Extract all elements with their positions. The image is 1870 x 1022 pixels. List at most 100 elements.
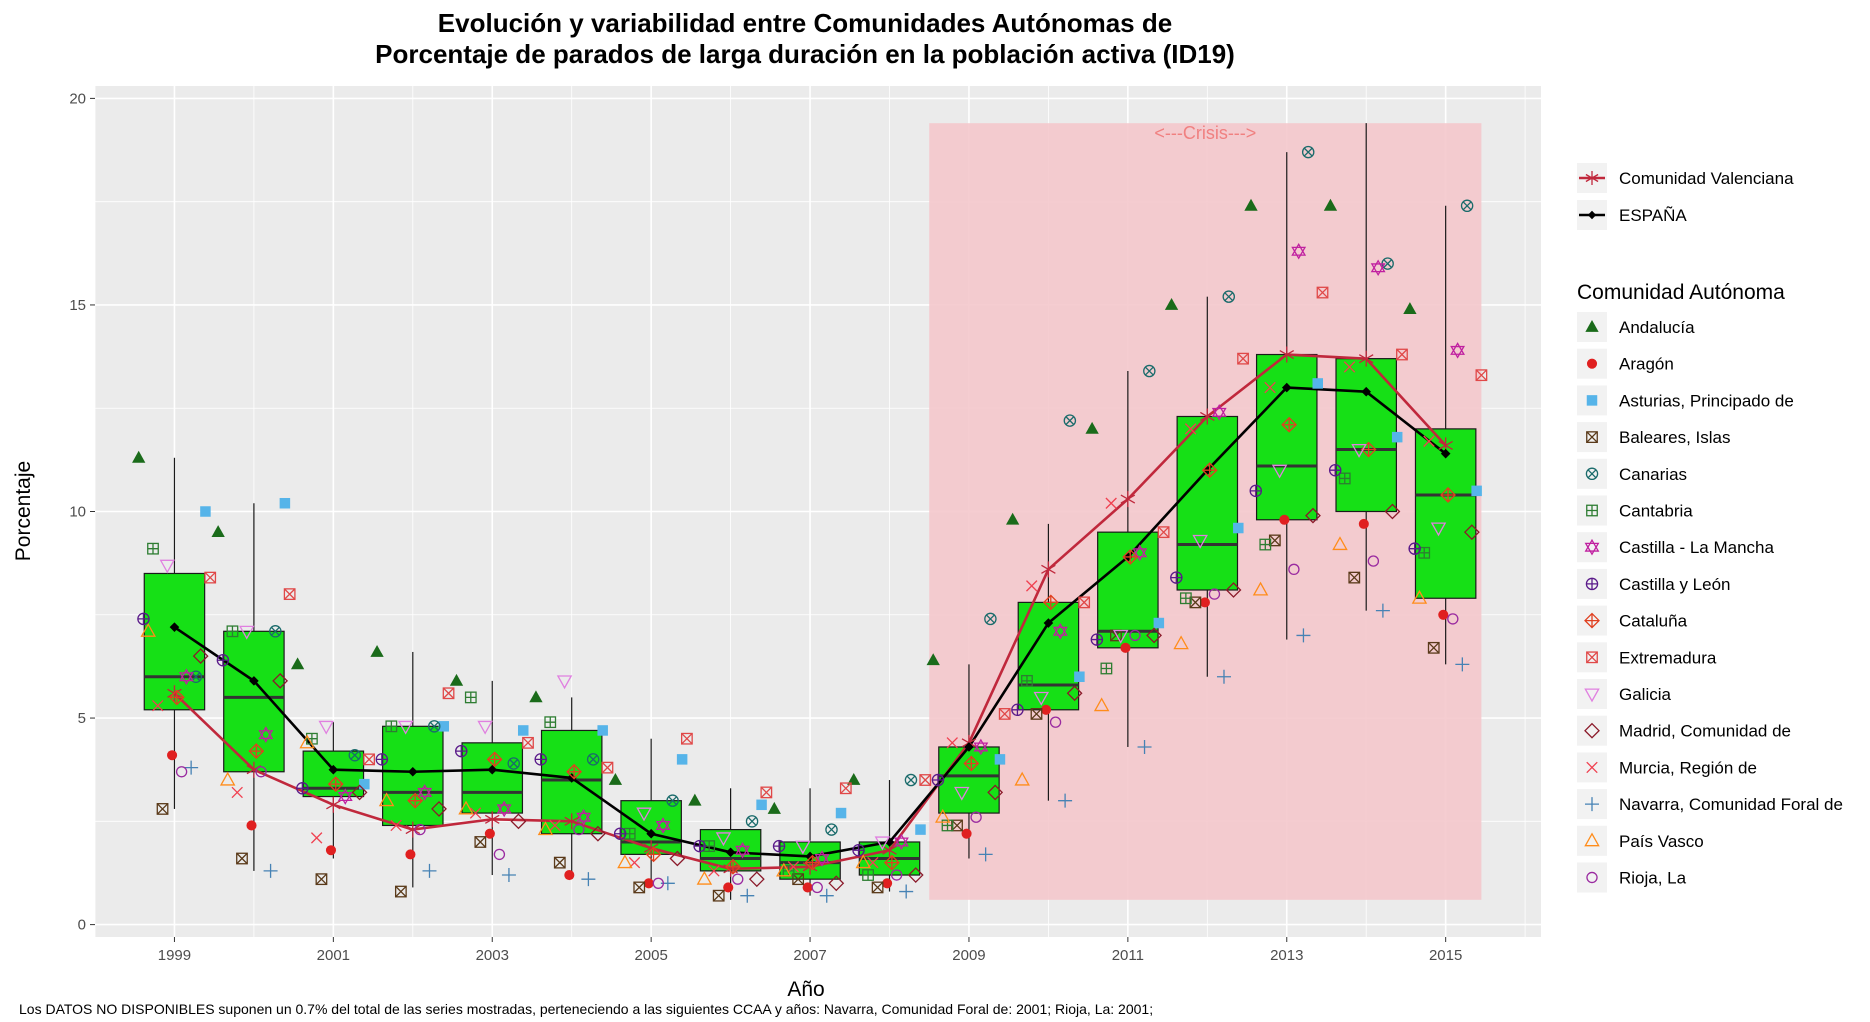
legend-marker xyxy=(1586,871,1598,884)
point-galicia xyxy=(318,720,334,735)
point-arag-n xyxy=(564,869,575,881)
point-galicia xyxy=(795,840,811,855)
point-rioja-la xyxy=(811,881,823,894)
point-madrid-comunidad-de xyxy=(1384,503,1401,520)
espana-marker xyxy=(1281,382,1292,393)
point-arag-n xyxy=(723,882,734,893)
point-murcia-regi-n-de xyxy=(1343,361,1356,373)
legend-marker xyxy=(1585,320,1599,332)
y-tick-label: 20 xyxy=(69,90,86,107)
legend-marker xyxy=(1586,431,1598,444)
point-arag-n xyxy=(802,882,813,893)
legend-label: Extremadura xyxy=(1619,648,1717,667)
point-murcia-regi-n-de xyxy=(1026,580,1038,592)
valenciana-marker xyxy=(1358,350,1374,367)
point-canarias xyxy=(1143,364,1156,378)
point-galicia xyxy=(159,559,176,574)
point-andaluc-a xyxy=(1323,198,1338,211)
espana-marker xyxy=(1440,448,1451,459)
point-canarias xyxy=(825,823,838,836)
point-castilla-y-le-n xyxy=(1170,571,1183,584)
point-galicia xyxy=(1271,464,1288,479)
point-andaluc-a xyxy=(1085,421,1099,434)
point-extremadura xyxy=(681,732,693,745)
point-arag-n xyxy=(882,878,893,889)
point-extremadura xyxy=(601,761,614,774)
point-andaluc-a xyxy=(688,793,702,806)
point-catalu-a xyxy=(1122,549,1139,565)
point-navarra-comunidad-foral-de xyxy=(1375,603,1390,618)
point-baleares-islas xyxy=(1427,641,1440,654)
legend-marker xyxy=(1585,467,1599,481)
espana-marker xyxy=(964,742,974,752)
point-andaluc-a xyxy=(370,644,384,657)
x-tick-label: 2015 xyxy=(1429,947,1462,964)
point-madrid-comunidad-de xyxy=(272,672,289,689)
point-arag-n xyxy=(484,828,495,839)
x-tick-label: 1999 xyxy=(158,947,191,964)
point-pa-s-vasco xyxy=(219,771,236,786)
point-madrid-comunidad-de xyxy=(1146,627,1162,644)
point-castilla-la-mancha xyxy=(1291,242,1307,260)
point-andaluc-a xyxy=(132,450,146,463)
point-catalu-a xyxy=(407,792,424,809)
point-galicia xyxy=(1112,629,1129,644)
valenciana-marker xyxy=(1041,561,1056,578)
point-navarra-comunidad-foral-de xyxy=(1296,628,1311,643)
point-rioja-la xyxy=(1367,555,1380,567)
x-tick-label: 2003 xyxy=(476,947,509,964)
legend-label: Madrid, Comunidad de xyxy=(1619,722,1791,741)
axes: 0 5 10 15 20 1999 2001 2003 2005 2007 2009 2011 2013… xyxy=(69,90,1462,964)
point-baleares-islas xyxy=(315,873,328,886)
point-madrid-comunidad-de xyxy=(828,875,845,892)
point-asturias-principado-de xyxy=(1074,671,1085,682)
espana-marker xyxy=(408,766,418,777)
point-castilla-la-mancha xyxy=(1450,342,1466,359)
point-asturias-principado-de xyxy=(1312,378,1323,389)
point-pa-s-vasco xyxy=(617,854,633,869)
point-castilla-y-le-n xyxy=(534,753,547,766)
legend-label: País Vasco xyxy=(1619,832,1704,851)
point-asturias-principado-de xyxy=(915,824,926,835)
point-galicia xyxy=(954,786,970,801)
point-madrid-comunidad-de xyxy=(907,867,924,883)
point-canarias xyxy=(666,794,679,807)
point-pa-s-vasco xyxy=(855,854,872,869)
point-galicia xyxy=(397,720,414,735)
point-baleares-islas xyxy=(394,885,407,898)
point-cantabria xyxy=(862,869,874,881)
point-rioja-la xyxy=(1049,716,1062,728)
point-navarra-comunidad-foral-de xyxy=(184,760,199,775)
valenciana-marker xyxy=(405,821,421,838)
point-pa-s-vasco xyxy=(1093,697,1110,712)
x-axis-label: Año xyxy=(787,978,824,1001)
espana-marker xyxy=(1043,618,1054,628)
point-baleares-islas xyxy=(1189,596,1202,609)
point-murcia-regi-n-de xyxy=(946,737,958,749)
footnote: Los DATOS NO DISPONIBLES suponen un 0.7%… xyxy=(19,1001,1153,1017)
point-andaluc-a xyxy=(1403,302,1417,314)
point-asturias-principado-de xyxy=(279,497,291,509)
point-murcia-regi-n-de xyxy=(390,819,402,832)
point-canarias xyxy=(348,748,362,762)
point-rioja-la xyxy=(1208,588,1221,600)
point-rioja-la xyxy=(1129,629,1141,642)
point-andaluc-a xyxy=(290,657,305,670)
point-castilla-y-le-n xyxy=(455,744,468,758)
point-canarias xyxy=(1301,145,1315,159)
legend-marker xyxy=(1585,797,1599,812)
point-extremadura xyxy=(1157,526,1170,539)
box-body xyxy=(1335,358,1397,513)
point-canarias xyxy=(269,625,282,638)
point-canarias xyxy=(428,720,441,733)
point-castilla-la-mancha xyxy=(178,668,194,686)
legend-label: Galicia xyxy=(1619,685,1672,704)
point-castilla-y-le-n xyxy=(852,843,865,857)
point-extremadura xyxy=(1396,348,1408,361)
point-rioja-la xyxy=(1447,613,1459,625)
point-cantabria xyxy=(1100,662,1113,675)
legend-label: Castilla y León xyxy=(1619,575,1731,594)
point-castilla-y-le-n xyxy=(216,653,230,667)
point-catalu-a xyxy=(1042,594,1059,611)
point-castilla-la-mancha xyxy=(893,833,909,851)
